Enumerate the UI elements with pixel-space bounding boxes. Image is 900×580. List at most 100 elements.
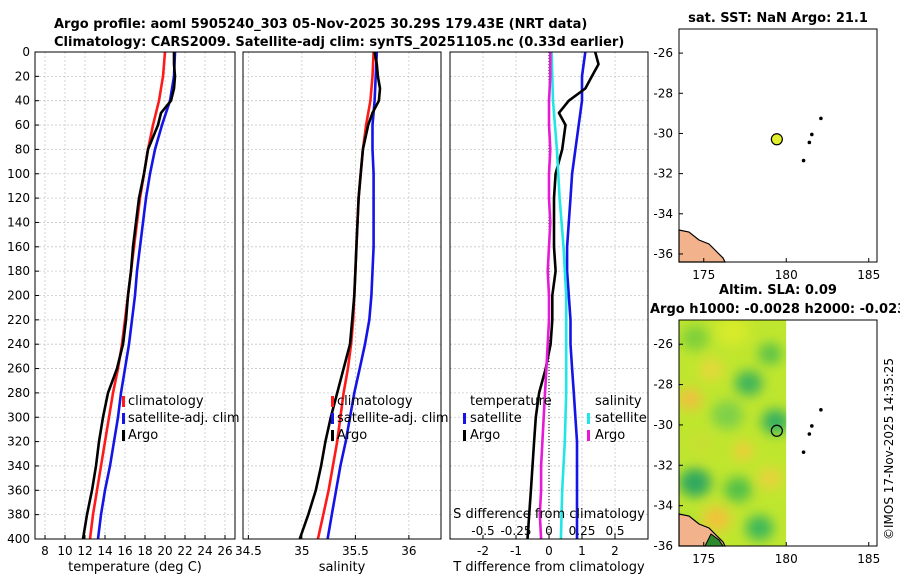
temperature-legend: climatology satellite-adj. clim Argo [122,394,240,443]
y-tick-label: 280 [7,386,30,400]
argo-position-marker [770,133,783,146]
x-tick-label: 24 [197,544,212,558]
x-tick-label: -2 [477,544,489,558]
series-line-satellite-adj-clim [326,51,379,540]
y-tick-label: 260 [7,362,30,376]
s-tick-label: -0.25 [500,524,531,538]
y-tick-label: 40 [15,94,30,108]
island-dot [801,450,806,454]
y-tick-label: -32 [653,458,673,472]
y-tick-label: -26 [653,337,673,351]
legend-title-temperature: temperature [470,394,552,409]
y-tick-label: 320 [7,435,30,449]
title-line1: Argo profile: aoml 5905240_303 05-Nov-20… [54,17,587,32]
island-dot [810,424,814,428]
sla-heatmap [679,320,787,546]
argo-position-marker [770,424,783,437]
island-dot [819,407,823,412]
y-tick-label: -34 [653,499,673,513]
y-tick-label: 0 [22,45,30,59]
series-line-salinity-argo [538,52,552,540]
island-dot [810,132,814,137]
x-tick-label: -1 [510,544,522,558]
sla-map-title: Altim. SLA: 0.09 [719,283,837,298]
y-tick-label: 400 [7,532,30,546]
y-tick-label: 240 [7,337,30,351]
legend-swatch-argo [331,430,334,441]
series-line-satellite-adj-clim [96,51,177,540]
salinity-legend: climatology satellite-adj. clim Argo [331,394,449,443]
y-tick-label: -28 [653,378,673,392]
legend-satellite: satellite-adj. clim [337,411,449,426]
legend-swatch-t-satellite [463,413,466,424]
island-dot [801,158,806,163]
series-line-temperature-argo [526,51,600,540]
legend-s-argo: Argo [595,428,625,443]
t-difference-xlabel: T difference from climatology [452,560,645,575]
sla-map-panel: Altim. SLA: 0.09 Argo h1000: -0.0028 h20… [650,283,900,566]
legend-argo: Argo [128,428,158,443]
x-tick-label: 175 [692,552,715,566]
legend-climatology: climatology [337,394,413,409]
y-tick-label: 140 [7,215,30,229]
s-tick-label: 0.25 [569,524,596,538]
legend-s-satellite: satellite [595,411,647,426]
y-tick-label: 360 [7,483,30,497]
y-tick-label: -30 [653,126,673,140]
temperature-panel: 8 10 12 14 16 18 20 22 24 26020406080100120140160… [7,45,240,575]
y-tick-label: 60 [15,118,30,132]
y-tick-label: -30 [653,418,673,432]
y-tick-label: -36 [653,247,673,261]
y-tick-label: 100 [7,167,30,181]
legend-swatch-s-argo [587,430,590,441]
y-tick-label: 120 [7,191,30,205]
y-tick-label: -32 [653,167,673,181]
x-tick-label: 36 [401,544,416,558]
x-tick-label: 8 [41,544,49,558]
temperature-xlabel: temperature (deg C) [68,560,202,575]
legend-title-salinity: salinity [595,394,642,409]
y-tick-label: -36 [653,539,673,553]
y-tick-label: 220 [7,313,30,327]
x-tick-label: 10 [57,544,72,558]
sst-map-panel: sat. SST: NaN Argo: 21.1 175 180 185 -26 -28… [653,11,880,282]
y-tick-label: -34 [653,207,673,221]
x-tick-label: 180 [775,268,798,282]
difference-legend: temperature satellite Argo salinity sate… [463,394,647,443]
legend-t-argo: Argo [470,428,500,443]
legend-climatology: climatology [128,394,204,409]
s-tick-label: 0.5 [605,524,624,538]
legend-swatch-s-satellite [587,413,590,424]
island-dot [819,116,823,121]
x-tick-label: 35 [294,544,309,558]
legend-swatch-satellite [122,413,125,424]
x-tick-label: 2 [611,544,619,558]
legend-swatch-argo [122,430,125,441]
title-line2: Climatology: CARS2009. Satellite-adj cli… [54,35,624,50]
x-tick-label: 185 [857,552,880,566]
x-tick-label: 20 [157,544,172,558]
legend-swatch-t-argo [463,430,466,441]
legend-t-satellite: satellite [470,411,522,426]
series-line-temperature-satellite [565,51,587,539]
legend-satellite: satellite-adj. clim [128,411,240,426]
y-tick-label: 160 [7,240,30,254]
y-tick-label: -28 [653,86,673,100]
y-tick-label: 200 [7,289,30,303]
x-tick-label: 12 [77,544,92,558]
x-tick-label: 175 [692,268,715,282]
x-tick-label: 0 [545,544,553,558]
s-difference-label: S difference from climatology [453,507,645,522]
s-tick-label: -0.5 [471,524,494,538]
x-tick-label: 18 [137,544,152,558]
legend-swatch-climatology [122,396,125,407]
series-line-argo [298,51,382,540]
series-line-argo [81,52,177,540]
legend-swatch-satellite [331,413,334,424]
x-tick-label: 26 [217,544,232,558]
x-tick-label: 22 [177,544,192,558]
timestamp: ©IMOS 17-Nov-2025 14:35:25 [882,358,896,540]
y-tick-label: 180 [7,264,30,278]
difference-panel: -2 -1 0 1 2 -0.5 -0.25 0 0.25 0.5 temperature sat… [449,51,649,575]
x-tick-label: 14 [97,544,112,558]
